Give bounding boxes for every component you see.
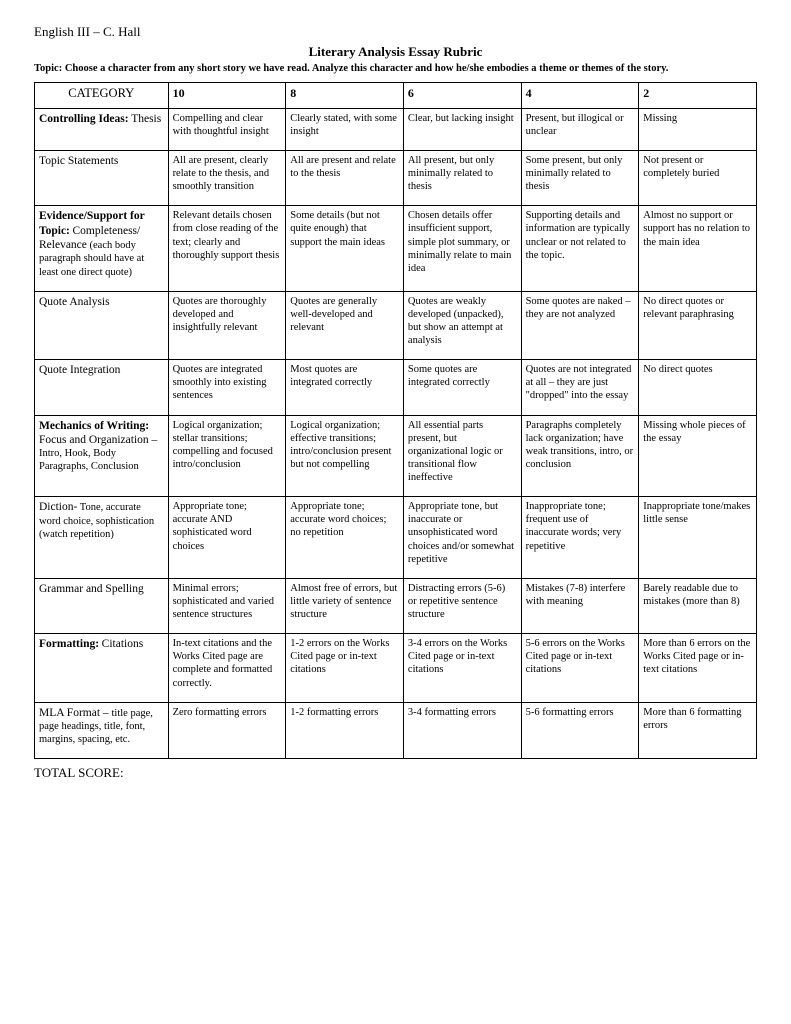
rubric-cell: All essential parts present, but organiz… — [403, 415, 521, 497]
rubric-cell: All are present, clearly relate to the t… — [168, 150, 286, 205]
rubric-cell: Inappropriate tone; frequent use of inac… — [521, 497, 639, 579]
rubric-cell: Inappropriate tone/makes little sense — [639, 497, 757, 579]
rubric-cell: Minimal errors; sophisticated and varied… — [168, 578, 286, 633]
rubric-cell: Missing — [639, 108, 757, 150]
rubric-title: Literary Analysis Essay Rubric — [34, 44, 757, 60]
category-cell: Quote Integration — [35, 360, 169, 415]
table-row: Topic StatementsAll are present, clearly… — [35, 150, 757, 205]
rubric-cell: Distracting errors (5-6) or repetitive s… — [403, 578, 521, 633]
category-cell: Controlling Ideas: Thesis — [35, 108, 169, 150]
rubric-cell: Logical organization; effective transiti… — [286, 415, 404, 497]
rubric-cell: More than 6 formatting errors — [639, 702, 757, 759]
rubric-cell: Appropriate tone; accurate AND sophistic… — [168, 497, 286, 579]
rubric-cell: Quotes are not integrated at all – they … — [521, 360, 639, 415]
rubric-cell: Missing whole pieces of the essay — [639, 415, 757, 497]
table-header-row: CATEGORY 10 8 6 4 2 — [35, 83, 757, 109]
rubric-cell: Zero formatting errors — [168, 702, 286, 759]
rubric-cell: In-text citations and the Works Cited pa… — [168, 634, 286, 703]
rubric-cell: No direct quotes — [639, 360, 757, 415]
rubric-cell: 3-4 formatting errors — [403, 702, 521, 759]
category-cell: Grammar and Spelling — [35, 578, 169, 633]
category-cell: Diction- Tone, accurate word choice, sop… — [35, 497, 169, 579]
col-2: 2 — [639, 83, 757, 109]
rubric-cell: Logical organization; stellar transition… — [168, 415, 286, 497]
rubric-cell: 3-4 errors on the Works Cited page or in… — [403, 634, 521, 703]
table-row: Quote AnalysisQuotes are thoroughly deve… — [35, 291, 757, 360]
course-header: English III – C. Hall — [34, 24, 757, 40]
topic-body: Choose a character from any short story … — [65, 63, 669, 74]
rubric-cell: Some quotes are naked – they are not ana… — [521, 291, 639, 360]
rubric-cell: 1-2 formatting errors — [286, 702, 404, 759]
col-10: 10 — [168, 83, 286, 109]
category-cell: MLA Format – title page, page headings, … — [35, 702, 169, 759]
rubric-cell: Appropriate tone, but inaccurate or unso… — [403, 497, 521, 579]
table-row: Grammar and SpellingMinimal errors; soph… — [35, 578, 757, 633]
rubric-cell: Paragraphs completely lack organization;… — [521, 415, 639, 497]
table-row: Formatting: CitationsIn-text citations a… — [35, 634, 757, 703]
rubric-table: CATEGORY 10 8 6 4 2 Controlling Ideas: T… — [34, 82, 757, 759]
col-6: 6 — [403, 83, 521, 109]
category-cell: Quote Analysis — [35, 291, 169, 360]
rubric-cell: Almost no support or support has no rela… — [639, 206, 757, 291]
rubric-cell: Quotes are generally well-developed and … — [286, 291, 404, 360]
rubric-cell: Some quotes are integrated correctly — [403, 360, 521, 415]
rubric-cell: Some details (but not quite enough) that… — [286, 206, 404, 291]
rubric-cell: Chosen details offer insufficient suppor… — [403, 206, 521, 291]
rubric-cell: Quotes are thoroughly developed and insi… — [168, 291, 286, 360]
category-cell: Evidence/Support for Topic: Completeness… — [35, 206, 169, 291]
rubric-cell: Mistakes (7-8) interfere with meaning — [521, 578, 639, 633]
rubric-cell: Quotes are integrated smoothly into exis… — [168, 360, 286, 415]
rubric-cell: Some present, but only minimally related… — [521, 150, 639, 205]
rubric-cell: Most quotes are integrated correctly — [286, 360, 404, 415]
category-cell: Topic Statements — [35, 150, 169, 205]
col-8: 8 — [286, 83, 404, 109]
topic-line: Topic: Choose a character from any short… — [34, 63, 757, 74]
rubric-cell: All are present and relate to the thesis — [286, 150, 404, 205]
rubric-cell: Almost free of errors, but little variet… — [286, 578, 404, 633]
rubric-cell: Clearly stated, with some insight — [286, 108, 404, 150]
table-row: Mechanics of Writing: Focus and Organiza… — [35, 415, 757, 497]
rubric-cell: 5-6 formatting errors — [521, 702, 639, 759]
topic-label: Topic: — [34, 63, 62, 74]
table-row: MLA Format – title page, page headings, … — [35, 702, 757, 759]
rubric-cell: Relevant details chosen from close readi… — [168, 206, 286, 291]
col-4: 4 — [521, 83, 639, 109]
rubric-cell: Clear, but lacking insight — [403, 108, 521, 150]
rubric-cell: Present, but illogical or unclear — [521, 108, 639, 150]
table-row: Evidence/Support for Topic: Completeness… — [35, 206, 757, 291]
rubric-cell: 5-6 errors on the Works Cited page or in… — [521, 634, 639, 703]
rubric-cell: Supporting details and information are t… — [521, 206, 639, 291]
table-row: Quote IntegrationQuotes are integrated s… — [35, 360, 757, 415]
rubric-cell: Quotes are weakly developed (unpacked), … — [403, 291, 521, 360]
col-category: CATEGORY — [35, 83, 169, 109]
table-row: Controlling Ideas: ThesisCompelling and … — [35, 108, 757, 150]
rubric-cell: More than 6 errors on the Works Cited pa… — [639, 634, 757, 703]
rubric-cell: Compelling and clear with thoughtful ins… — [168, 108, 286, 150]
category-cell: Mechanics of Writing: Focus and Organiza… — [35, 415, 169, 497]
rubric-cell: Barely readable due to mistakes (more th… — [639, 578, 757, 633]
total-score: TOTAL SCORE: — [34, 765, 757, 781]
rubric-cell: Appropriate tone; accurate word choices;… — [286, 497, 404, 579]
rubric-cell: 1-2 errors on the Works Cited page or in… — [286, 634, 404, 703]
category-cell: Formatting: Citations — [35, 634, 169, 703]
rubric-cell: All present, but only minimally related … — [403, 150, 521, 205]
rubric-cell: Not present or completely buried — [639, 150, 757, 205]
table-row: Diction- Tone, accurate word choice, sop… — [35, 497, 757, 579]
rubric-cell: No direct quotes or relevant paraphrasin… — [639, 291, 757, 360]
